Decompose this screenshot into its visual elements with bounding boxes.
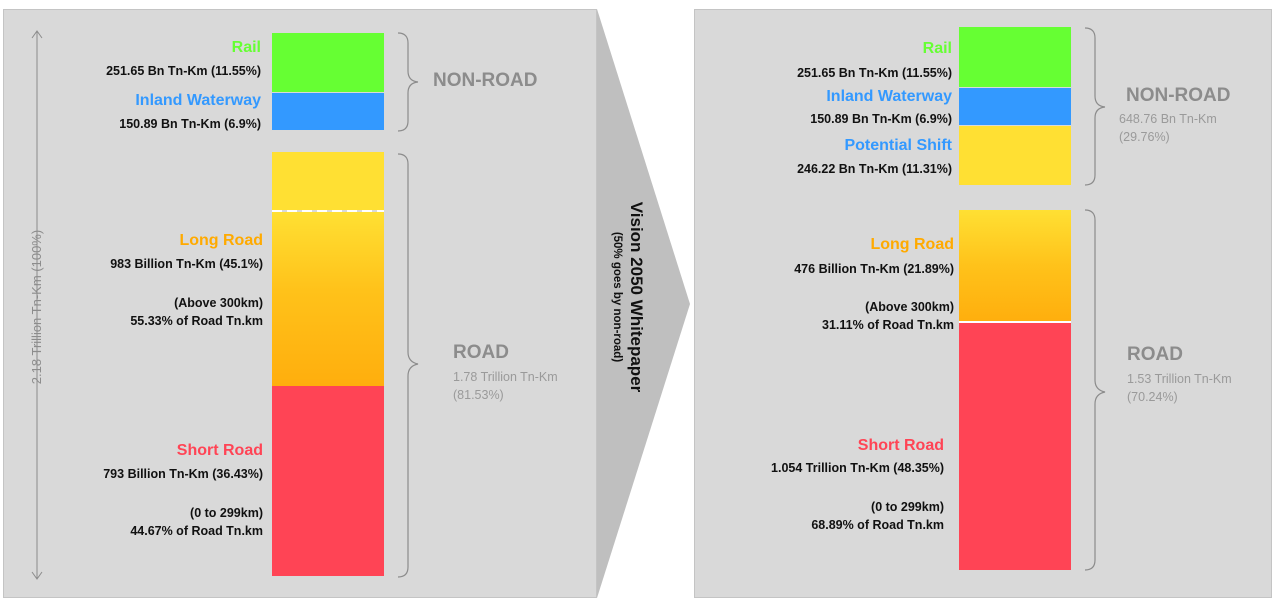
right-non-road-sub2: (29.76%) [1119,130,1170,144]
right-short-road-value: 1.054 Trillion Tn-Km (48.35%) [771,461,944,475]
left-short-road-note2: 44.67% of Road Tn.km [130,524,263,538]
left-long-road-title: Long Road [179,232,263,249]
left-bar-rail [272,33,384,92]
transition-arrow-title: Vision 2050 Whitepaper (50% goes by non-… [603,137,647,457]
left-non-road-bracket [397,32,419,132]
right-road-label: ROAD [1127,344,1183,365]
left-road-sub1: 1.78 Trillion Tn-Km [453,370,558,384]
left-short-road-value: 793 Billion Tn-Km (36.43%) [103,467,263,481]
right-short-road-note2: 68.89% of Road Tn.km [811,518,944,532]
right-long-road-note2: 31.11% of Road Tn.km [822,318,954,332]
right-non-road-sub1: 648.76 Bn Tn-Km [1119,112,1217,126]
left-waterway-title: Inland Waterway [135,92,261,109]
right-road-bracket [1084,209,1106,571]
right-waterway-value: 150.89 Bn Tn-Km (6.9%) [810,112,952,126]
left-non-road-label: NON-ROAD [433,70,538,91]
right-bar-waterway [959,88,1071,125]
left-bar-long-road [272,212,384,386]
left-road-bracket [397,153,419,578]
right-waterway-title: Inland Waterway [826,88,952,105]
right-bar-short-road [959,323,1071,570]
left-short-road-title: Short Road [176,442,263,459]
left-bar-waterway [272,93,384,130]
right-non-road-bracket [1084,27,1106,186]
left-long-road-note2: 55.33% of Road Tn.km [130,314,263,328]
right-bar-long-road [959,210,1071,322]
right-road-sub1: 1.53 Trillion Tn-Km [1127,372,1232,386]
right-long-road-title: Long Road [870,236,954,253]
right-road-sub2: (70.24%) [1127,390,1178,404]
right-potential-value: 246.22 Bn Tn-Km (11.31%) [797,162,952,176]
total-axis-label: 2.18 Trillion Tn-Km (100%) [29,229,44,385]
left-long-road-value: 983 Billion Tn-Km (45.1%) [110,257,263,271]
left-long-road-note1: (Above 300km) [174,296,263,310]
left-road-sub2: (81.53%) [453,388,504,402]
left-rail-title: Rail [231,39,261,56]
arrow-title-sub: (50% goes by non-road) [611,231,623,363]
right-long-road-note1: (Above 300km) [865,300,954,314]
left-rail-value: 251.65 Bn Tn-Km (11.55%) [106,64,261,78]
right-rail-value: 251.65 Bn Tn-Km (11.55%) [797,66,952,80]
left-bar-shift-divider [272,210,384,212]
right-short-road-note1: (0 to 299km) [871,500,944,514]
left-bar-short-road [272,386,384,576]
transition-arrow [597,9,690,598]
total-axis-arrow [31,30,43,580]
right-long-road-value: 476 Billion Tn-Km (21.89%) [794,262,954,276]
right-bar-potential-shift [959,126,1071,185]
right-short-road-title: Short Road [857,437,944,454]
arrow-title-main: Vision 2050 Whitepaper [627,201,646,393]
left-waterway-value: 150.89 Bn Tn-Km (6.9%) [119,117,261,131]
right-bar-rail [959,27,1071,87]
right-non-road-label: NON-ROAD [1126,85,1231,106]
right-bar-divider [959,321,1071,323]
left-road-label: ROAD [453,342,509,363]
right-rail-title: Rail [922,40,952,57]
right-potential-title: Potential Shift [844,137,952,154]
left-bar-road-top [272,152,384,210]
left-short-road-note1: (0 to 299km) [190,506,263,520]
